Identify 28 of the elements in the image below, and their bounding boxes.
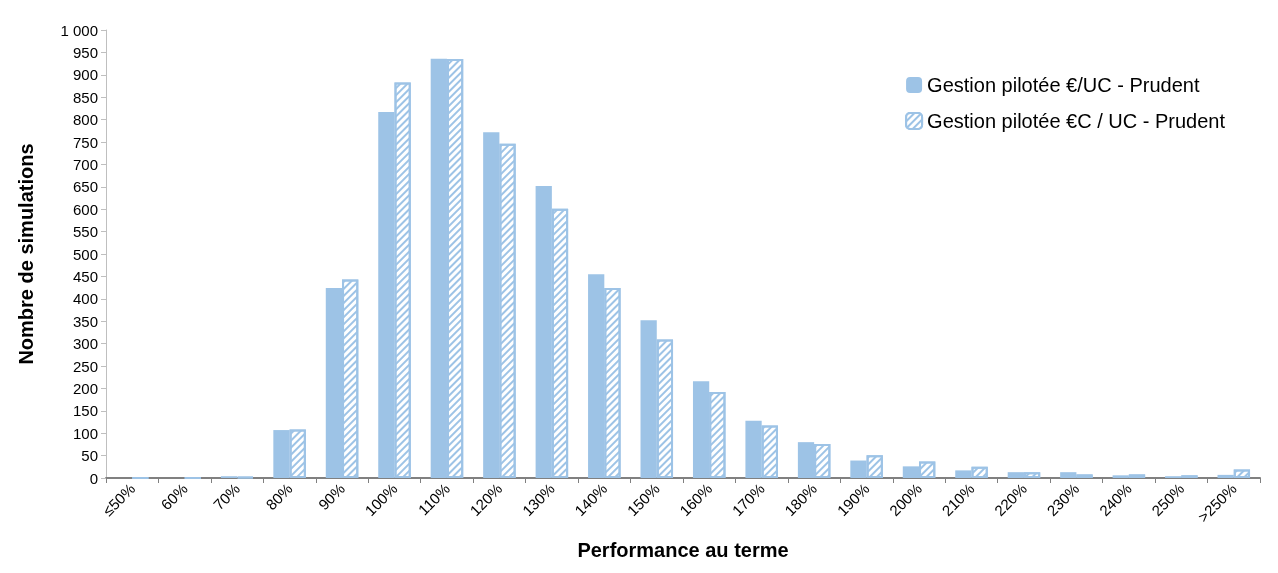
y-tick-label: 1 000 (60, 21, 98, 39)
y-tick-label: 550 (72, 223, 98, 241)
y-tick-label: 0 (89, 469, 98, 487)
y-tick-label: 200 (72, 379, 98, 397)
y-tick-label: 150 (72, 402, 98, 420)
y-tick-label: 850 (72, 88, 98, 106)
y-tick-label: 50 (81, 447, 98, 465)
y-tick-label: 250 (72, 357, 98, 375)
y-tick-label: 800 (72, 111, 98, 129)
y-tick-label: 750 (72, 133, 98, 151)
x-axis-title: Performance au terme (577, 539, 789, 561)
y-tick-label: 950 (72, 43, 98, 61)
y-tick-label: 100 (72, 424, 98, 442)
y-tick-label: 650 (72, 178, 98, 196)
y-tick-label: 300 (72, 335, 98, 353)
x-tick-label: 80% (262, 479, 296, 514)
legend-label: Gestion pilotée €/UC - Prudent (927, 74, 1200, 96)
x-tick-label: 70% (209, 479, 244, 514)
legend-label: Gestion pilotée €C / UC - Prudent (927, 110, 1226, 132)
x-tick-label: 60% (157, 479, 191, 514)
y-tick-label: 400 (72, 290, 98, 308)
y-tick-label: 500 (72, 245, 98, 263)
y-tick-label: 600 (72, 200, 98, 218)
y-tick-label: 350 (72, 312, 98, 330)
y-tick-label: 700 (72, 155, 98, 173)
y-axis-title: Nombre de simulations (15, 143, 37, 365)
y-tick-label: 450 (72, 267, 98, 285)
y-tick-label: 900 (72, 66, 98, 84)
